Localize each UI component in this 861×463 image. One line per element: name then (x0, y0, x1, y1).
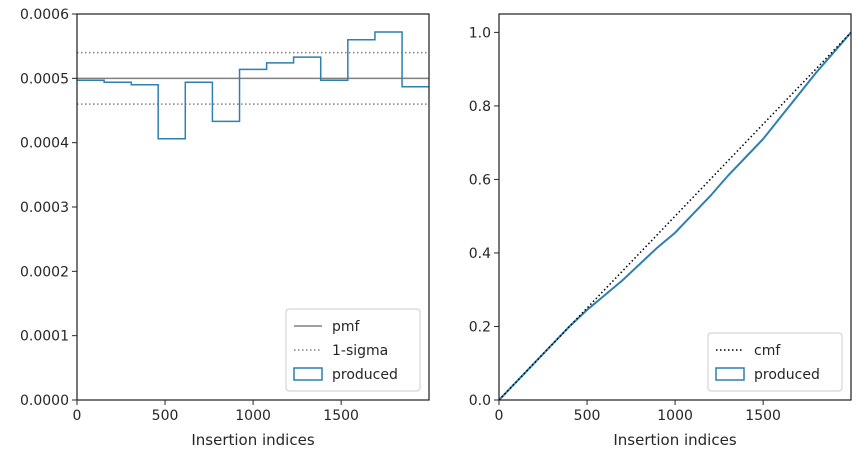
x-tick-label: 500 (574, 408, 601, 424)
y-tick-label: 0.0001 (20, 329, 69, 345)
y-tick-label: 0.0003 (20, 200, 69, 216)
left-panel-pmf: 0 500 1000 1500 0.0000 0.0001 0.0002 0.0003 0.00… (20, 7, 430, 449)
legend-label-pmf: pmf (332, 319, 361, 335)
legend-box (285, 308, 421, 392)
x-tick-label: 500 (152, 408, 179, 424)
x-tick-label: 1000 (235, 408, 271, 424)
legend-label-cmf: cmf (754, 343, 781, 359)
legend-box (707, 332, 843, 392)
x-tick-label: 1000 (657, 408, 693, 424)
produced-histogram (77, 31, 429, 140)
y-tick-label: 0.8 (469, 99, 491, 115)
y-tick-label: 0.0000 (20, 393, 69, 409)
y-tick-label: 0.0002 (20, 264, 69, 280)
legend-label-produced: produced (332, 367, 398, 383)
x-axis-label: Insertion indices (613, 431, 736, 449)
x-tick-label: 1500 (323, 408, 359, 424)
x-tick-label: 1500 (745, 408, 781, 424)
legend-swatch-produced (715, 367, 745, 381)
y-tick-label: 0.0 (469, 393, 491, 409)
plot-frame (76, 13, 430, 401)
legend-label-produced: produced (754, 367, 820, 383)
x-tick-label: 0 (73, 408, 82, 424)
y-tick-label: 0.0006 (20, 7, 69, 23)
x-tick-label: 0 (495, 408, 504, 424)
plot-frame (498, 13, 852, 401)
cmf-line (498, 31, 852, 401)
y-tick-label: 0.6 (469, 172, 491, 188)
y-tick-label: 0.0004 (20, 136, 69, 152)
legend-label-sigma: 1-sigma (332, 343, 388, 359)
x-axis-label: Insertion indices (191, 431, 314, 449)
legend-swatch-produced (293, 367, 323, 381)
y-tick-label: 1.0 (469, 25, 491, 41)
y-tick-label: 0.2 (469, 319, 491, 335)
y-tick-label: 0.0005 (20, 71, 69, 87)
y-tick-label: 0.4 (469, 246, 491, 262)
right-panel-cmf: 0 500 1000 1500 0.0 0.2 0.4 0.6 0.8 1.0 Insertion … (469, 13, 852, 449)
